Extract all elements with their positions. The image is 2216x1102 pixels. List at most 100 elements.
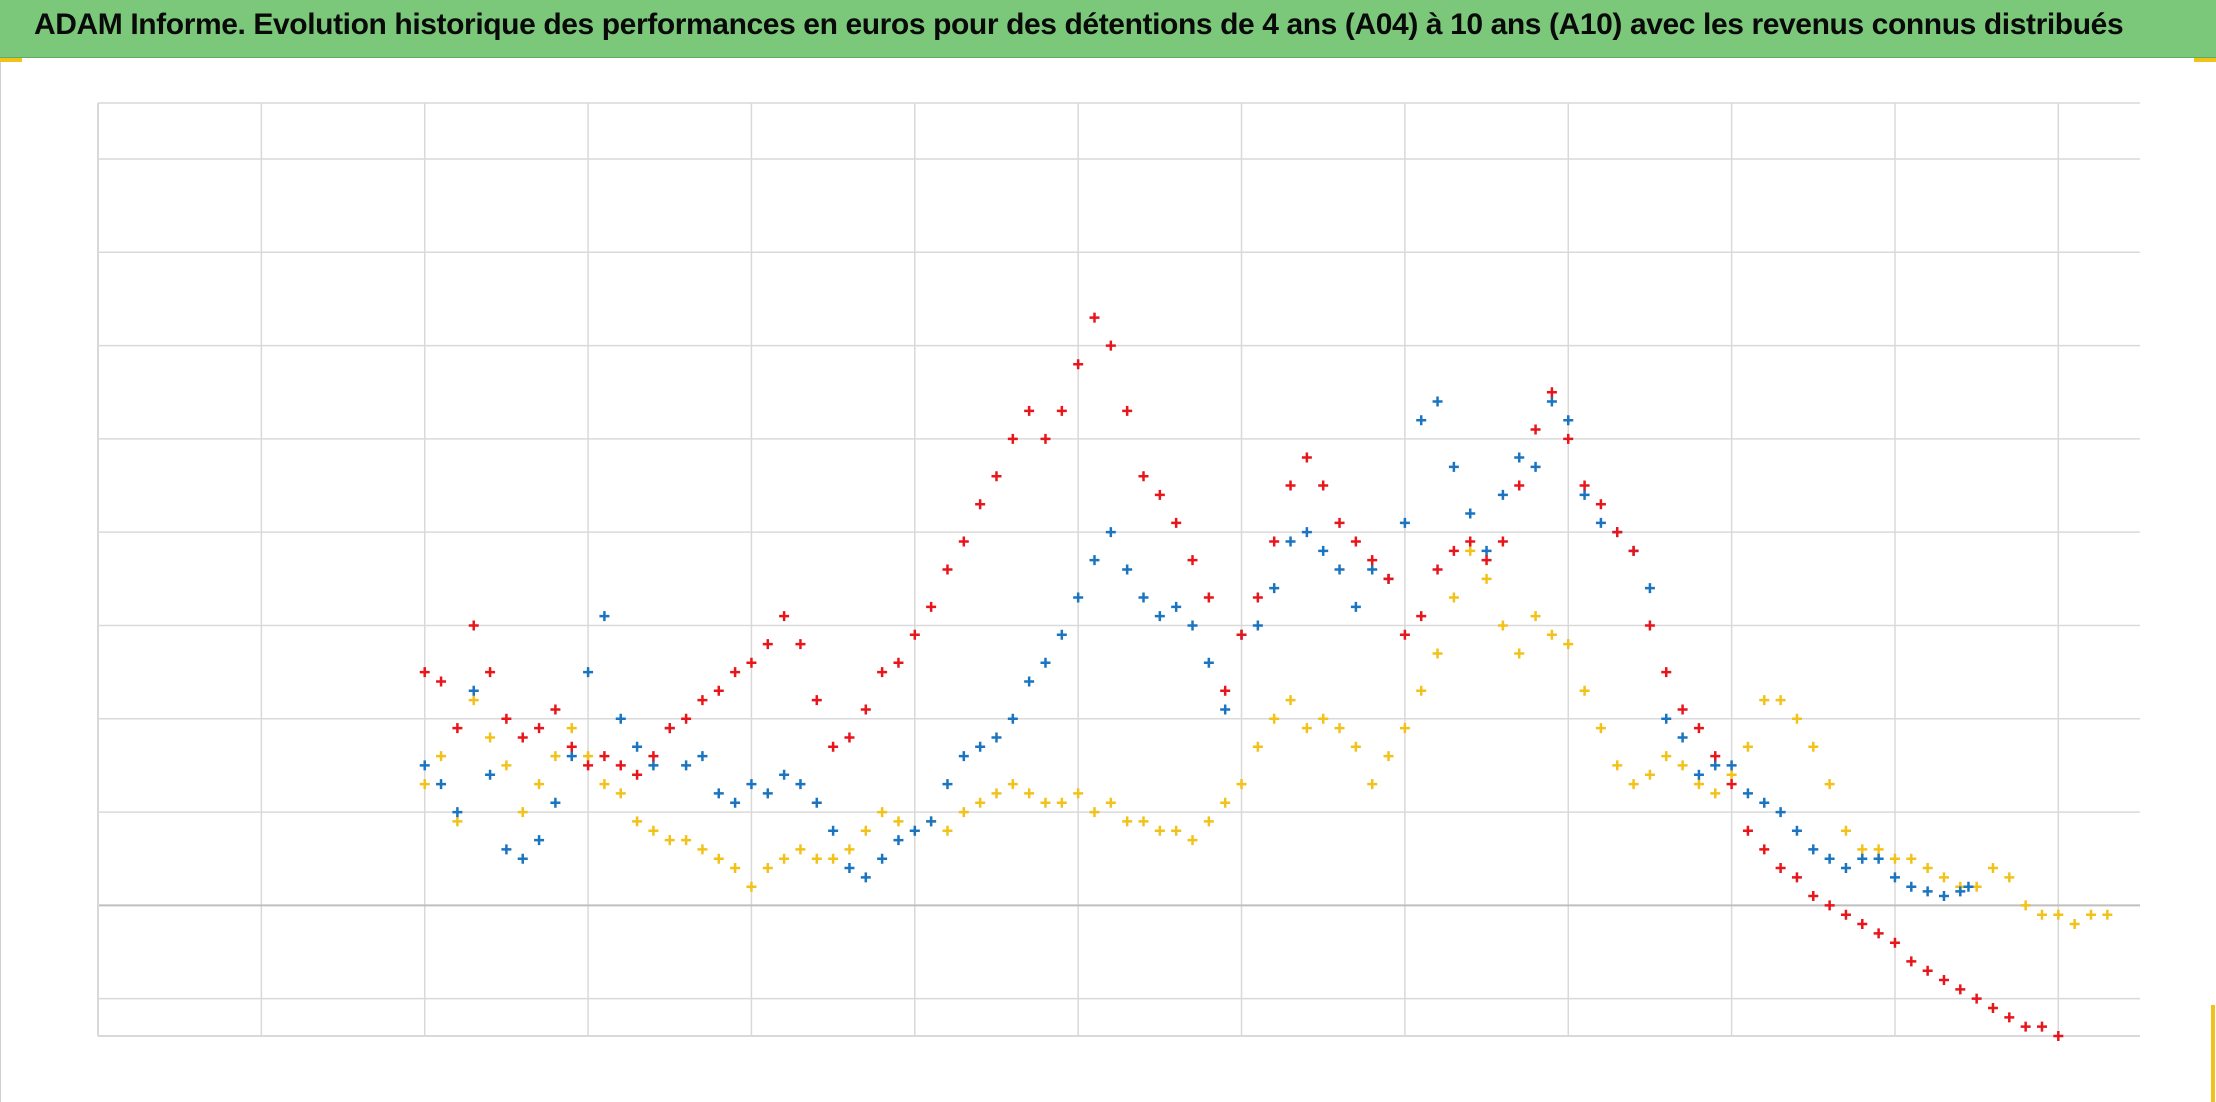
data-point [550, 704, 561, 715]
data-point [1726, 779, 1737, 790]
data-point [1889, 937, 1900, 948]
data-point [1726, 760, 1737, 771]
data-point [811, 797, 822, 808]
data-point [1122, 816, 1133, 827]
data-point [893, 657, 904, 668]
data-point [860, 825, 871, 836]
data-point [1791, 825, 1802, 836]
data-point [1563, 415, 1574, 426]
data-point [632, 816, 643, 827]
data-point [1203, 657, 1214, 668]
data-point [1759, 844, 1770, 855]
data-point [1808, 844, 1819, 855]
data-point [795, 779, 806, 790]
data-point [517, 732, 528, 743]
data-point [1840, 863, 1851, 874]
data-point [1465, 536, 1476, 547]
data-point [1285, 480, 1296, 491]
data-point [1252, 592, 1263, 603]
data-point [1187, 555, 1198, 566]
data-point [583, 667, 594, 678]
data-point [779, 611, 790, 622]
data-point [1595, 499, 1606, 510]
data-point [1416, 415, 1427, 426]
frame-accent-left [0, 58, 22, 62]
data-point [1857, 844, 1868, 855]
data-point [632, 769, 643, 780]
data-point [1563, 639, 1574, 650]
data-point [615, 713, 626, 724]
data-point [1089, 312, 1100, 323]
data-point [1742, 788, 1753, 799]
data-point [1171, 517, 1182, 528]
data-point [1105, 527, 1116, 538]
data-point [1089, 555, 1100, 566]
data-point [1236, 629, 1247, 640]
data-point [1628, 779, 1639, 790]
data-point [1024, 788, 1035, 799]
data-point [1350, 601, 1361, 612]
data-point [1301, 723, 1312, 734]
data-point [1105, 340, 1116, 351]
data-point [1824, 853, 1835, 864]
data-point [1677, 704, 1688, 715]
data-point [1220, 797, 1231, 808]
data-point [468, 695, 479, 706]
page-title: ADAM Informe. Evolution historique des p… [34, 8, 2124, 41]
data-point [566, 723, 577, 734]
data-point [1710, 760, 1721, 771]
data-point [746, 657, 757, 668]
data-point [664, 723, 675, 734]
data-point [1497, 489, 1508, 500]
data-point [893, 835, 904, 846]
data-point [1497, 620, 1508, 631]
data-point [1350, 536, 1361, 547]
data-point [1775, 863, 1786, 874]
data-point [958, 536, 969, 547]
data-point [828, 741, 839, 752]
data-point [1579, 685, 1590, 696]
data-point [1546, 629, 1557, 640]
data-point [1105, 797, 1116, 808]
data-point [926, 816, 937, 827]
data-point [485, 667, 496, 678]
data-point [2004, 872, 2015, 883]
title-bar: ADAM Informe. Evolution historique des p… [0, 0, 2216, 58]
data-point [1383, 573, 1394, 584]
data-point [436, 751, 447, 762]
data-point [501, 760, 512, 771]
data-point [452, 723, 463, 734]
chart-grid [97, 102, 2140, 1037]
data-point [1579, 489, 1590, 500]
data-point [1824, 779, 1835, 790]
data-point [468, 685, 479, 696]
data-point [730, 863, 741, 874]
data-point [893, 816, 904, 827]
series-1 [419, 545, 2113, 930]
data-point [1595, 517, 1606, 528]
data-point [1040, 797, 1051, 808]
data-point [779, 853, 790, 864]
data-point [844, 844, 855, 855]
data-point [2069, 919, 2080, 930]
data-point [1612, 760, 1623, 771]
data-point [1791, 872, 1802, 883]
data-point [2053, 909, 2064, 920]
data-point [485, 769, 496, 780]
data-point [877, 853, 888, 864]
data-point [1448, 592, 1459, 603]
data-point [1448, 545, 1459, 556]
data-point [501, 844, 512, 855]
data-point [909, 629, 920, 640]
data-point [762, 788, 773, 799]
data-point [1530, 611, 1541, 622]
data-point [1677, 760, 1688, 771]
data-point [1334, 564, 1345, 575]
data-point [1187, 620, 1198, 631]
data-point [1922, 886, 1933, 897]
data-point [1318, 713, 1329, 724]
data-point [844, 863, 855, 874]
data-point [550, 751, 561, 762]
data-point [1987, 863, 1998, 874]
data-point [860, 704, 871, 715]
